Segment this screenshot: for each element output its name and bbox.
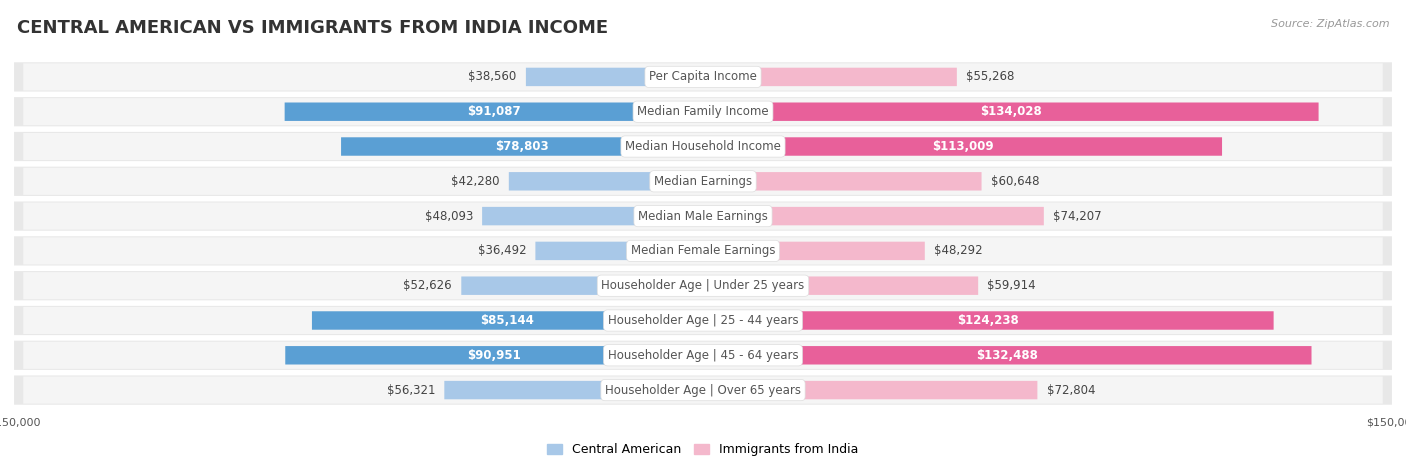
FancyBboxPatch shape <box>703 137 1222 156</box>
FancyBboxPatch shape <box>284 102 703 121</box>
Text: Median Male Earnings: Median Male Earnings <box>638 210 768 223</box>
FancyBboxPatch shape <box>444 381 703 399</box>
FancyBboxPatch shape <box>703 242 925 260</box>
Text: $48,292: $48,292 <box>934 244 983 257</box>
Text: $113,009: $113,009 <box>932 140 993 153</box>
FancyBboxPatch shape <box>24 342 1382 369</box>
Text: $72,804: $72,804 <box>1046 383 1095 396</box>
FancyBboxPatch shape <box>703 68 957 86</box>
Text: Householder Age | 45 - 64 years: Householder Age | 45 - 64 years <box>607 349 799 362</box>
FancyBboxPatch shape <box>526 68 703 86</box>
Text: $56,321: $56,321 <box>387 383 434 396</box>
Text: $42,280: $42,280 <box>451 175 499 188</box>
FancyBboxPatch shape <box>703 207 1043 225</box>
FancyBboxPatch shape <box>703 276 979 295</box>
FancyBboxPatch shape <box>24 376 1382 403</box>
FancyBboxPatch shape <box>14 201 1392 231</box>
FancyBboxPatch shape <box>24 203 1382 230</box>
Text: $91,087: $91,087 <box>467 105 520 118</box>
Text: Householder Age | Over 65 years: Householder Age | Over 65 years <box>605 383 801 396</box>
Text: Source: ZipAtlas.com: Source: ZipAtlas.com <box>1271 19 1389 28</box>
FancyBboxPatch shape <box>703 346 1312 365</box>
FancyBboxPatch shape <box>24 133 1382 160</box>
FancyBboxPatch shape <box>14 340 1392 370</box>
FancyBboxPatch shape <box>703 102 1319 121</box>
FancyBboxPatch shape <box>14 97 1392 127</box>
Text: Median Earnings: Median Earnings <box>654 175 752 188</box>
FancyBboxPatch shape <box>14 132 1392 161</box>
Text: $85,144: $85,144 <box>481 314 534 327</box>
Text: $55,268: $55,268 <box>966 71 1014 84</box>
FancyBboxPatch shape <box>24 272 1382 299</box>
Text: $59,914: $59,914 <box>987 279 1036 292</box>
FancyBboxPatch shape <box>312 311 703 330</box>
Text: Median Family Income: Median Family Income <box>637 105 769 118</box>
FancyBboxPatch shape <box>24 307 1382 334</box>
Text: $38,560: $38,560 <box>468 71 517 84</box>
FancyBboxPatch shape <box>14 375 1392 405</box>
Text: CENTRAL AMERICAN VS IMMIGRANTS FROM INDIA INCOME: CENTRAL AMERICAN VS IMMIGRANTS FROM INDI… <box>17 19 607 37</box>
Text: $36,492: $36,492 <box>478 244 526 257</box>
Text: Median Household Income: Median Household Income <box>626 140 780 153</box>
FancyBboxPatch shape <box>24 98 1382 125</box>
Text: $78,803: $78,803 <box>495 140 548 153</box>
Text: $124,238: $124,238 <box>957 314 1019 327</box>
Legend: Central American, Immigrants from India: Central American, Immigrants from India <box>543 439 863 461</box>
FancyBboxPatch shape <box>703 311 1274 330</box>
FancyBboxPatch shape <box>24 168 1382 195</box>
Text: $74,207: $74,207 <box>1053 210 1102 223</box>
FancyBboxPatch shape <box>509 172 703 191</box>
Text: $48,093: $48,093 <box>425 210 472 223</box>
FancyBboxPatch shape <box>14 62 1392 92</box>
Text: $52,626: $52,626 <box>404 279 453 292</box>
FancyBboxPatch shape <box>14 167 1392 196</box>
Text: $60,648: $60,648 <box>991 175 1039 188</box>
FancyBboxPatch shape <box>342 137 703 156</box>
FancyBboxPatch shape <box>703 172 981 191</box>
FancyBboxPatch shape <box>14 236 1392 266</box>
Text: Householder Age | 25 - 44 years: Householder Age | 25 - 44 years <box>607 314 799 327</box>
Text: $134,028: $134,028 <box>980 105 1042 118</box>
FancyBboxPatch shape <box>703 381 1038 399</box>
FancyBboxPatch shape <box>14 271 1392 300</box>
FancyBboxPatch shape <box>24 237 1382 264</box>
FancyBboxPatch shape <box>536 242 703 260</box>
FancyBboxPatch shape <box>461 276 703 295</box>
Text: $90,951: $90,951 <box>467 349 522 362</box>
FancyBboxPatch shape <box>285 346 703 365</box>
FancyBboxPatch shape <box>482 207 703 225</box>
Text: $132,488: $132,488 <box>976 349 1038 362</box>
Text: Per Capita Income: Per Capita Income <box>650 71 756 84</box>
FancyBboxPatch shape <box>14 306 1392 335</box>
Text: Median Female Earnings: Median Female Earnings <box>631 244 775 257</box>
FancyBboxPatch shape <box>24 64 1382 91</box>
Text: Householder Age | Under 25 years: Householder Age | Under 25 years <box>602 279 804 292</box>
